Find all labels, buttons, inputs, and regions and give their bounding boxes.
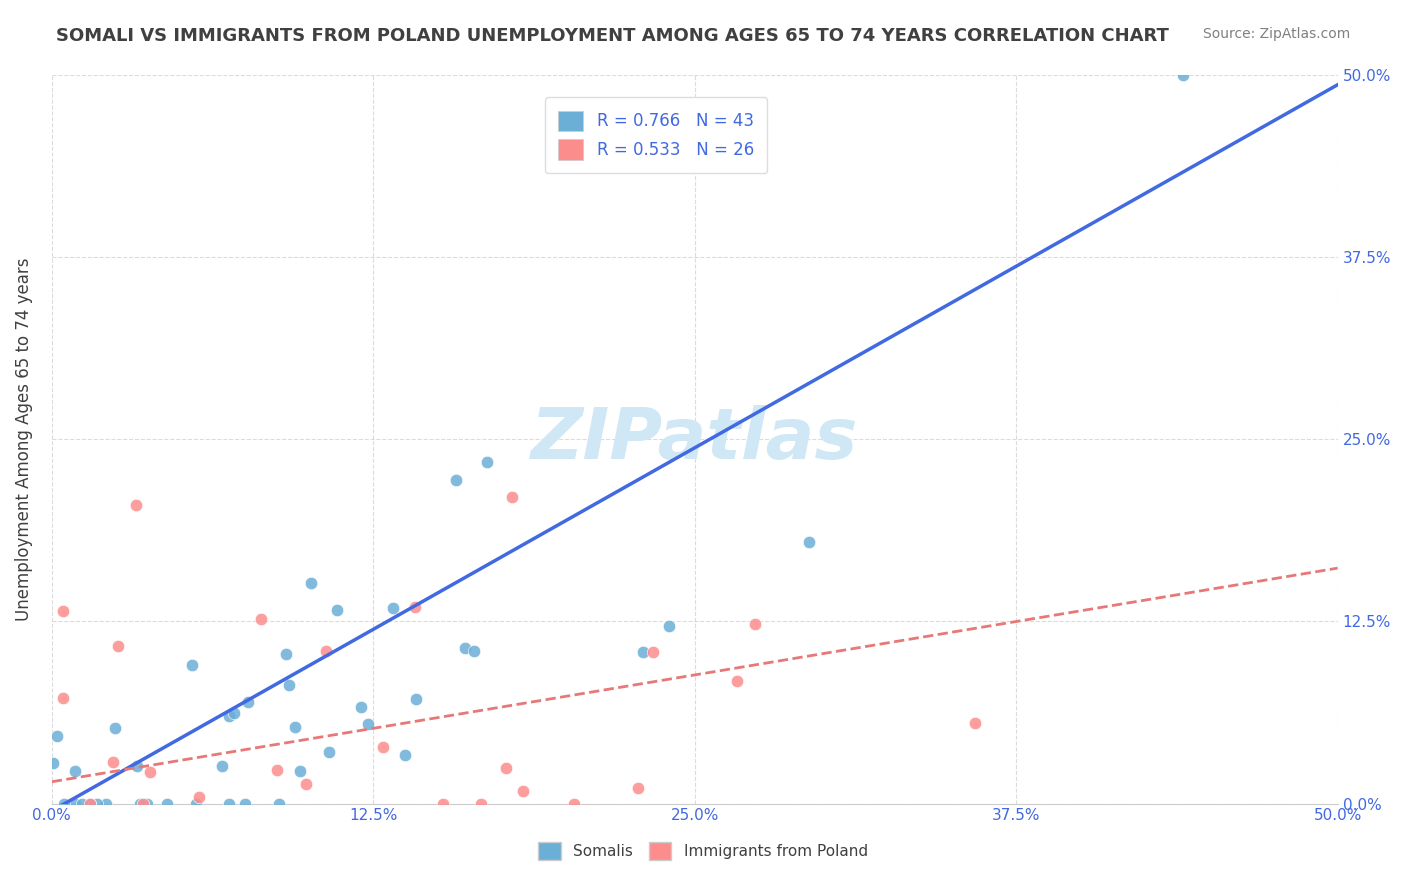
Point [266, 763, 288, 777]
Point [129, 797, 152, 811]
Point [658, 619, 681, 633]
Point [288, 764, 311, 779]
Point [63, 764, 86, 778]
Point [299, 575, 322, 590]
Point [233, 797, 256, 811]
Point [52, 797, 75, 811]
Point [963, 715, 986, 730]
Point [284, 720, 307, 734]
Point [125, 498, 148, 512]
Point [318, 745, 340, 759]
Point [218, 797, 240, 811]
Point [63, 797, 86, 811]
Point [295, 777, 318, 791]
Point [470, 797, 492, 811]
Text: Source: ZipAtlas.com: Source: ZipAtlas.com [1202, 27, 1350, 41]
Point [381, 601, 404, 615]
Point [350, 700, 373, 714]
Point [70, 797, 93, 811]
Point [211, 759, 233, 773]
Point [101, 755, 124, 769]
Legend: R = 0.766   N = 43, R = 0.533   N = 26: R = 0.766 N = 43, R = 0.533 N = 26 [546, 97, 768, 173]
Point [250, 611, 273, 625]
Point [444, 473, 467, 487]
Point [52, 604, 75, 618]
Point [405, 692, 427, 706]
Point [45, 729, 67, 743]
Point [512, 783, 534, 797]
Point [135, 797, 157, 811]
Point [627, 780, 650, 795]
Point [222, 706, 245, 721]
Point [477, 455, 499, 469]
Point [1173, 68, 1195, 82]
Point [562, 797, 585, 811]
Point [501, 491, 523, 505]
Point [631, 645, 654, 659]
Point [404, 600, 426, 615]
Point [79, 797, 101, 811]
Point [131, 797, 153, 811]
Point [125, 759, 148, 773]
Point [236, 695, 259, 709]
Point [725, 674, 748, 689]
Point [181, 657, 204, 672]
Point [371, 739, 394, 754]
Point [156, 797, 179, 811]
Text: ZIPatlas: ZIPatlas [531, 405, 859, 474]
Y-axis label: Unemployment Among Ages 65 to 74 years: Unemployment Among Ages 65 to 74 years [15, 257, 32, 621]
Point [454, 641, 477, 656]
Point [744, 617, 766, 632]
Point [278, 678, 301, 692]
Point [432, 797, 454, 811]
Text: SOMALI VS IMMIGRANTS FROM POLAND UNEMPLOYMENT AMONG AGES 65 TO 74 YEARS CORRELAT: SOMALI VS IMMIGRANTS FROM POLAND UNEMPLO… [56, 27, 1170, 45]
Point [139, 764, 162, 779]
Point [52, 690, 75, 705]
Point [495, 761, 517, 775]
Point [356, 717, 378, 731]
Point [463, 644, 485, 658]
Point [643, 645, 665, 659]
Point [104, 721, 127, 735]
Point [274, 648, 297, 662]
Point [86, 797, 108, 811]
Point [218, 709, 240, 723]
Point [79, 797, 101, 811]
Point [315, 644, 337, 658]
Point [187, 789, 209, 804]
Point [326, 603, 349, 617]
Point [394, 748, 416, 763]
Point [797, 534, 820, 549]
Legend: Somalis, Immigrants from Poland: Somalis, Immigrants from Poland [531, 836, 875, 866]
Point [42, 756, 65, 770]
Point [267, 797, 290, 811]
Point [184, 797, 207, 811]
Point [107, 639, 129, 653]
Point [96, 797, 118, 811]
